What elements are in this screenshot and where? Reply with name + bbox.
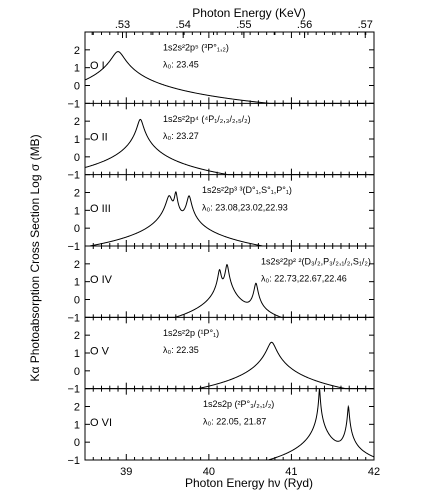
y-axis-tick-label: 1 (74, 205, 80, 217)
panel-4: −1 0 1 2 O IV 1s2s²2p² ²(D₃/₂,P₃/₂,₁/₂,S₁/₂) λ… (67, 245, 375, 324)
y-axis-tick-label: 1 (74, 348, 80, 360)
y-axis-tick-label: 2 (74, 45, 80, 57)
y-axis-tick-label: 0 (74, 437, 80, 449)
ion-label: O IV (90, 274, 113, 286)
spectrum-line (85, 388, 375, 461)
top-axis-tick-label: .56 (297, 19, 312, 31)
panel-2: −1 0 1 2 O II 1s2s²2p⁴ (⁴P₁/₂,₃/₂,₅/₂) λ₀: 23.… (67, 102, 375, 182)
spectrum-line (84, 51, 374, 104)
top-axis-tick-label: .55 (236, 19, 251, 31)
bottom-axis-tick-label: 42 (368, 466, 380, 478)
lambda-label: λ₀: 23.27 (163, 131, 199, 141)
config-label: 1s2s²2p⁴ (⁴P₁/₂,₃/₂,₅/₂) (163, 114, 251, 124)
spectrum-line (85, 263, 374, 318)
ion-label: O II (90, 131, 108, 143)
panel-1: −1 0 1 2 O I 1s2s²2p⁵ (³P°₁,₂) λ₀: 23.45 (67, 32, 375, 110)
y-axis-tick-label: −1 (67, 312, 80, 324)
y-axis-tick-label: 1 (74, 134, 80, 146)
y-axis-tick-label: −1 (67, 455, 80, 467)
ion-label: O VI (90, 417, 112, 429)
lambda-label: λ₀: 22.73,22.67,22.46 (261, 274, 347, 284)
y-axis-tick-label: 0 (74, 81, 80, 93)
y-axis-tick-label: 1 (74, 277, 80, 289)
ion-label: O I (90, 60, 105, 72)
y-axis-tick-label: 0 (74, 295, 80, 307)
config-label: 1s2s²2p² ²(D₃/₂,P₃/₂,₁/₂,S₁/₂) (261, 257, 371, 267)
config-label: 1s2s²2p³ ³(D°₁,S°₁,P°₁) (202, 185, 292, 195)
y-axis-tick-label: 2 (74, 330, 80, 342)
y-axis-tick-label: 1 (74, 419, 80, 431)
bottom-axis-tick-label: 40 (203, 466, 215, 478)
bottom-axis-tick-label: 39 (120, 466, 132, 478)
y-axis-tick-label: 1 (74, 63, 80, 75)
lambda-label: λ₀: 22.05, 21.87 (203, 416, 266, 426)
top-axis-title: Photon Energy (KeV) (192, 6, 305, 20)
ion-label: O III (90, 203, 111, 215)
y-axis-tick-label: −1 (67, 241, 80, 253)
y-axis-tick-label: 0 (74, 152, 80, 164)
panel-5: −1 0 1 2 O V 1s2s²2p (¹P°₁) λ₀: 22.35 (67, 316, 375, 396)
bottom-axis-tick-label: 41 (285, 466, 297, 478)
config-label: 1s2s²2p (¹P°₁) (163, 328, 219, 338)
y-axis-tick-label: 2 (74, 402, 80, 414)
y-axis-tick-label: 2 (74, 116, 80, 128)
lambda-label: λ₀: 22.35 (163, 345, 199, 355)
top-axis-tick-label: .57 (358, 19, 373, 31)
bottom-axis-title: Photon Energy hν (Ryd) (185, 476, 313, 490)
y-axis-tick-label: −1 (67, 98, 80, 110)
config-label: 1s2s2p (²P°₃/₂,₁/₂) (203, 399, 274, 409)
top-axis-tick-label: .53 (115, 19, 130, 31)
config-label: 1s2s²2p⁵ (³P°₁,₂) (163, 43, 229, 53)
y-axis-tick-label: 2 (74, 259, 80, 271)
spectrum-line (84, 118, 374, 176)
spectrum-line (85, 341, 374, 390)
panels-group: .53 .54 .55 .56 .57 39 40 41 42 −1 0 1 2 O I 1s2s²2p⁵ … (67, 19, 380, 478)
spectrum-line (85, 190, 374, 247)
panel-6: −1 0 1 2 O VI 1s2s2p (²P°₃/₂,₁/₂) λ₀: 22.05, 2… (67, 388, 375, 467)
y-axis-tick-label: −1 (67, 384, 80, 396)
top-axis-tick-label: .54 (176, 19, 191, 31)
y-axis-tick-label: 0 (74, 366, 80, 378)
y-axis-tick-label: 0 (74, 223, 80, 235)
ion-label: O V (90, 345, 110, 357)
y-axis-tick-label: −1 (67, 170, 80, 182)
y-axis-title: Kα Photoabsorption Cross Section Log σ (… (28, 134, 42, 381)
lambda-label: λ₀: 23.45 (163, 60, 199, 70)
y-axis-tick-label: 2 (74, 188, 80, 200)
panel-3: −1 0 1 2 O III 1s2s²2p³ ³(D°₁,S°₁,P°₁) λ₀: 23.… (67, 174, 375, 253)
lambda-label: λ₀: 23.08,23.02,22.93 (202, 202, 288, 212)
